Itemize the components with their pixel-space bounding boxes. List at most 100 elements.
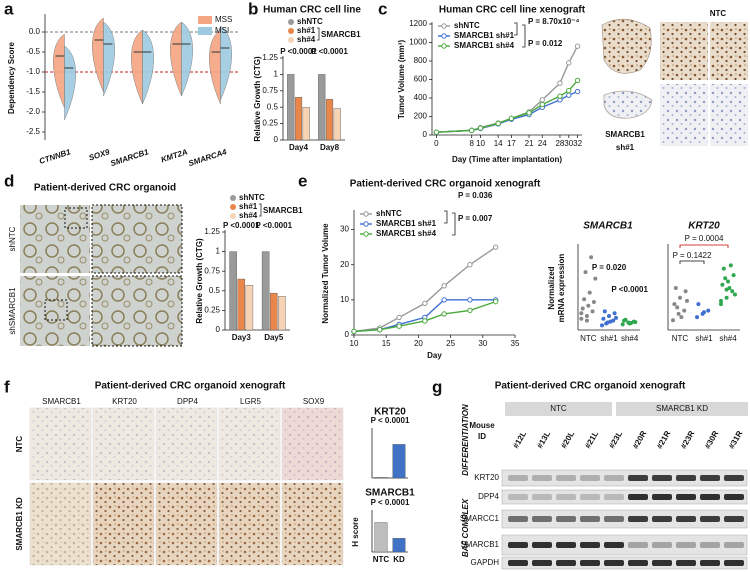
y-tick-label: 20 — [340, 260, 349, 269]
bar — [237, 278, 246, 331]
band — [556, 516, 576, 522]
band — [652, 516, 672, 522]
band — [580, 494, 600, 500]
point — [671, 318, 675, 323]
column-label: SMARCB1 — [42, 397, 81, 406]
point — [682, 308, 687, 313]
band — [556, 475, 576, 481]
histology-image — [156, 408, 217, 480]
band — [604, 475, 624, 481]
x-tick-label: 10 — [350, 339, 359, 348]
legend-label: SMARCB1 sh#4 — [376, 229, 437, 238]
y-tick-label: 200 — [414, 112, 428, 121]
point — [683, 289, 688, 294]
row-label: SMARCB1 — [460, 540, 499, 549]
x-tick-label: sh#1 — [600, 334, 618, 343]
p-value: P <0.0001 — [280, 47, 317, 56]
y-tick-label: -2.5 — [26, 127, 40, 136]
x-tick-label: SOX9 — [88, 147, 112, 162]
point — [614, 315, 618, 320]
violin-half — [64, 45, 76, 121]
violin-half — [170, 21, 182, 97]
p-value: P <0.0001 — [255, 221, 292, 230]
bar — [229, 251, 237, 331]
point — [695, 315, 699, 320]
x-tick-label: KMT2A — [160, 147, 189, 164]
point — [396, 314, 402, 321]
x-axis-label: Day — [427, 351, 442, 360]
legend-swatch — [230, 213, 236, 219]
chart-title: Human CRC cell line — [263, 5, 361, 16]
y-tick-label: 0.5 — [209, 286, 221, 295]
point — [633, 320, 638, 325]
x-tick-label: SMARCB1 — [109, 147, 150, 168]
point — [587, 290, 592, 295]
x-tick-label: Day5 — [264, 333, 284, 342]
panel-letter: d — [4, 171, 14, 190]
point — [600, 323, 604, 328]
x-tick-label: 35 — [511, 339, 520, 348]
legend-marker — [363, 221, 369, 227]
legend-swatch — [288, 28, 294, 34]
point — [422, 300, 428, 307]
x-tick-label: 30 — [564, 139, 573, 148]
p-value: P < 0.0001 — [371, 498, 410, 507]
y-axis-label: Dependency Score — [7, 41, 16, 114]
x-tick-label: 24 — [538, 139, 547, 148]
band — [556, 494, 576, 500]
bar — [294, 97, 303, 141]
legend-swatch — [288, 37, 294, 43]
bar — [325, 99, 334, 141]
point — [467, 297, 473, 303]
band — [532, 560, 552, 566]
band — [532, 516, 552, 522]
band — [676, 560, 696, 566]
p-value: P = 0.020 — [592, 263, 627, 272]
band — [604, 560, 624, 566]
point — [508, 115, 515, 122]
legend-marker — [363, 211, 369, 217]
image-label: sh#1 — [616, 143, 635, 152]
y-tick-label: 0 — [345, 330, 350, 339]
blot-strip — [501, 469, 748, 487]
point — [623, 317, 628, 322]
row-label: SMARCC1 — [460, 514, 500, 523]
violin-half — [142, 29, 154, 105]
p-bracket — [679, 244, 729, 248]
legend-swatch — [230, 204, 236, 210]
chart-title: Patient-derived CRC organoid xenograft — [350, 179, 541, 190]
point — [629, 321, 634, 325]
legend-bracket — [259, 203, 262, 217]
y-axis-label: Relative Growth (CTG) — [253, 56, 262, 142]
point — [467, 262, 473, 268]
point — [589, 255, 594, 260]
p-value: P = 0.012 — [528, 39, 563, 48]
band — [556, 560, 576, 566]
y-tick-label: 1 — [274, 70, 279, 79]
legend-marker — [441, 43, 447, 49]
point — [467, 307, 473, 314]
point — [607, 314, 611, 318]
lane-label: #23R — [679, 429, 696, 450]
p-bracket — [679, 260, 705, 264]
chart-title: SMARCB1 — [365, 488, 415, 499]
p-value: P <0.0001 — [311, 47, 348, 56]
y-tick-label: 1.25 — [262, 53, 278, 62]
point — [620, 322, 625, 327]
band — [508, 560, 528, 566]
point — [574, 88, 581, 95]
legend-swatch — [198, 16, 212, 24]
row-label: KRT20 — [474, 473, 499, 482]
point — [593, 276, 598, 281]
histology-image — [219, 408, 280, 480]
image-title: Patient-derived CRC organoid — [34, 183, 176, 194]
band — [700, 516, 720, 522]
point — [678, 295, 682, 300]
row-label: shSMARCB1 — [8, 287, 17, 335]
panel-letter: a — [4, 0, 14, 18]
p-bracket — [444, 210, 456, 236]
x-tick-label: 10 — [476, 139, 485, 148]
point — [583, 270, 588, 275]
band — [628, 475, 648, 481]
x-tick-label: CTNNB1 — [38, 147, 72, 166]
